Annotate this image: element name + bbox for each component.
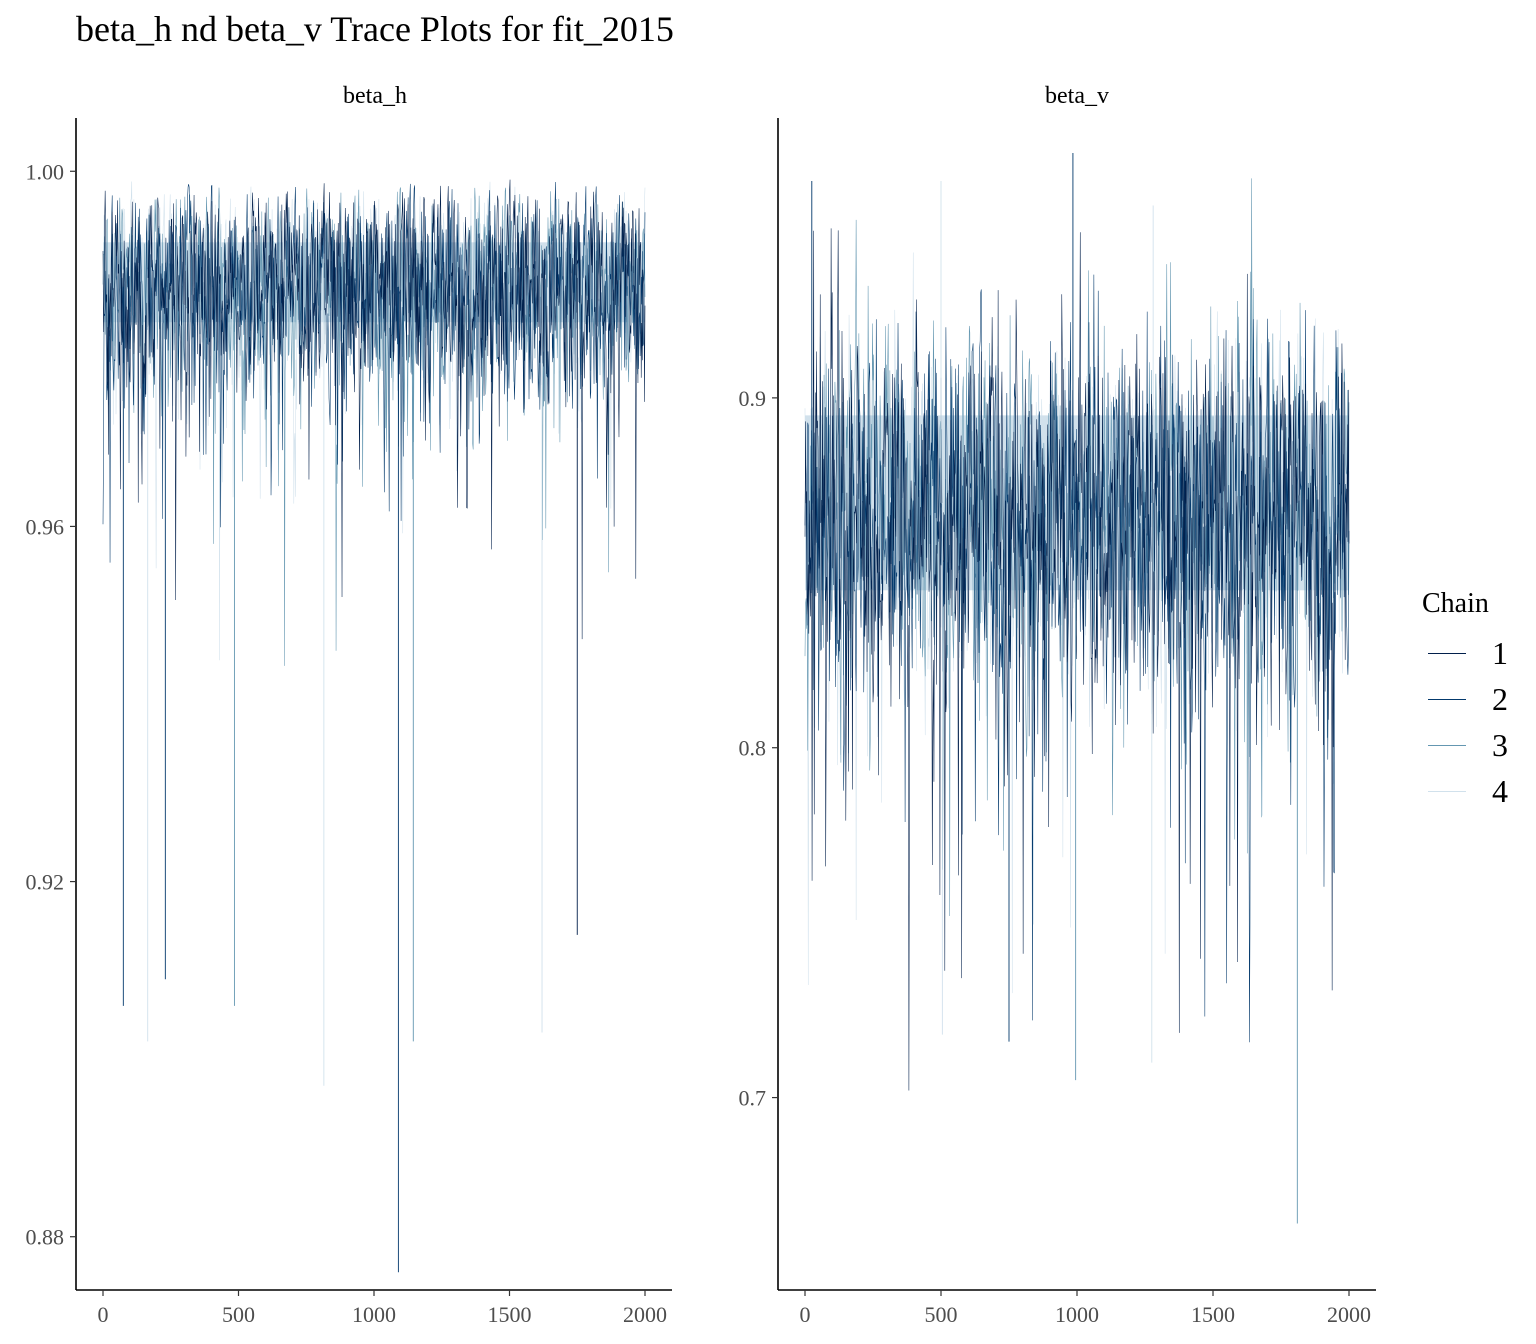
x-tick-label-2-beta_v: 1000 [1055, 1302, 1099, 1327]
x-tick-label-3-beta_v: 1500 [1191, 1302, 1235, 1327]
y-tick-label-2-beta_h: 0.96 [26, 514, 65, 539]
y-tick-label-3-beta_h: 1.00 [26, 159, 65, 184]
panel-beta_v: beta_v 0.7 0.8 0.9 0 500 1000 1500 2000 [739, 83, 1376, 1327]
chart-title: beta_h nd beta_v Trace Plots for fit_201… [76, 9, 674, 49]
legend-title: Chain [1422, 588, 1489, 619]
legend-item-chain-1: 1 [1422, 630, 1508, 676]
legend-label-chain-2: 2 [1492, 680, 1508, 717]
x-tick-label-0-beta_h: 0 [98, 1302, 109, 1327]
legend-swatch-chain-2 [1428, 698, 1466, 700]
x-tick-label-2-beta_h: 1000 [352, 1302, 396, 1327]
legend-label-chain-1: 1 [1492, 634, 1508, 671]
panel-title-beta_h: beta_h [343, 83, 407, 109]
y-tick-label-2-beta_v: 0.9 [739, 386, 767, 411]
x-tick-label-0-beta_v: 0 [800, 1302, 811, 1327]
panel-title-beta_v: beta_v [1045, 83, 1109, 109]
legend-swatch-chain-1 [1428, 652, 1466, 654]
y-tick-label-1-beta_h: 0.92 [26, 870, 65, 895]
chain-legend: Chain 1 2 3 4 [1422, 588, 1508, 814]
x-tick-label-4-beta_h: 2000 [623, 1302, 667, 1327]
y-tick-label-1-beta_v: 0.8 [739, 736, 767, 761]
trace-chain-1-beta_h [102, 179, 646, 640]
legend-swatch-chain-4 [1428, 790, 1466, 792]
legend-item-chain-4: 4 [1422, 768, 1508, 814]
legend-item-chain-2: 2 [1422, 676, 1508, 722]
legend-swatch-chain-3 [1428, 744, 1466, 746]
x-tick-label-4-beta_v: 2000 [1327, 1302, 1371, 1327]
legend-label-chain-4: 4 [1492, 772, 1508, 809]
y-tick-label-0-beta_v: 0.7 [739, 1086, 767, 1111]
legend-item-chain-3: 3 [1422, 722, 1508, 768]
x-tick-label-3-beta_h: 1500 [488, 1302, 532, 1327]
y-tick-label-0-beta_h: 0.88 [26, 1225, 65, 1250]
x-tick-label-1-beta_h: 500 [222, 1302, 255, 1327]
panel-beta_h: beta_h 0.88 0.92 0.96 1.00 0 500 1000 1500 2000 [26, 83, 672, 1327]
trace-chain-1-beta_v [804, 228, 1350, 1091]
legend-label-chain-3: 3 [1492, 726, 1508, 763]
x-tick-label-1-beta_v: 500 [925, 1302, 958, 1327]
